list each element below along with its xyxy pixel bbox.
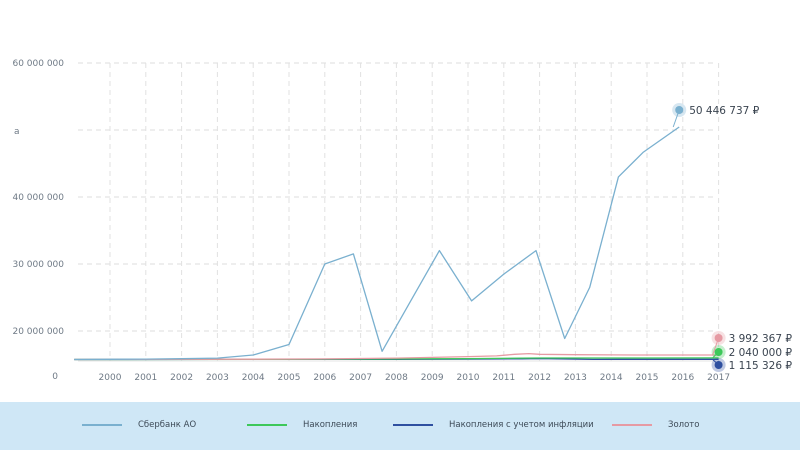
x-tick-label: 2000: [99, 373, 122, 383]
x-tick-label: 2015: [636, 373, 659, 383]
y-tick-label: 60 000 000: [12, 59, 64, 69]
series-end-labels: 50 446 737 ₽ 2 040 000 ₽1 115 326 ₽ 3 992 …: [689, 105, 792, 372]
legend-label-gold: Золото: [668, 420, 700, 430]
x-axis-ticks: 2000 2001 2002 2003 2004 2005 2006 2007 2008 2009…: [99, 373, 731, 383]
x-tick-label: 2004: [242, 373, 265, 383]
legend-swatch-gold: [612, 424, 652, 426]
x-tick-label: 2017: [707, 373, 730, 383]
legend-swatch-savings: [247, 424, 287, 426]
x-tick-label: 2013: [564, 373, 587, 383]
x-tick-label: 2009: [421, 373, 444, 383]
line-chart: 0 20 000 000 30 000 000 40 000 000 60 000 00…: [12, 59, 792, 383]
series-end-markers: [672, 103, 726, 372]
series-end-label: 2 040 000 ₽: [729, 347, 793, 359]
y-tick-label: 30 000 000: [12, 260, 64, 270]
x-tick-label: 2007: [349, 373, 372, 383]
chart-legend: Сбербанк АО Накопления Накопления с учет…: [0, 402, 800, 450]
series-end-label: 3 992 367 ₽: [729, 333, 793, 345]
series-end-marker: [714, 348, 723, 356]
x-tick-label: 2005: [278, 373, 301, 383]
legend-label-savings-inflation: Накопления с учетом инфляции: [449, 420, 594, 430]
series-end-marker: [714, 334, 723, 342]
series-end-marker: [714, 361, 723, 369]
y-tick-label: 0: [52, 372, 58, 382]
x-tick-label: 2016: [671, 373, 694, 383]
chart-grid: [78, 62, 720, 362]
legend-item-gold[interactable]: Золото: [612, 418, 699, 432]
x-tick-label: 2002: [170, 373, 193, 383]
series-end-marker: [675, 106, 684, 114]
x-tick-label: 2001: [134, 373, 157, 383]
legend-item-sberbank[interactable]: Сбербанк АО: [82, 418, 196, 432]
legend-swatch-savings-inflation: [393, 424, 433, 426]
x-tick-label: 2011: [492, 373, 515, 383]
y-axis-label: а: [14, 127, 20, 137]
y-tick-label: 20 000 000: [12, 327, 64, 337]
y-tick-label: 40 000 000: [12, 193, 64, 203]
x-tick-label: 2014: [600, 373, 623, 383]
series-lines: [74, 126, 719, 361]
legend-swatch-sberbank: [82, 424, 122, 426]
series-end-label: 50 446 737 ₽: [689, 105, 759, 117]
x-tick-label: 2008: [385, 373, 408, 383]
legend-item-savings[interactable]: Накопления: [247, 418, 357, 432]
x-tick-label: 2003: [206, 373, 229, 383]
x-tick-label: 2012: [528, 373, 551, 383]
x-tick-label: 2006: [313, 373, 336, 383]
y-axis-ticks: 0 20 000 000 30 000 000 40 000 000 60 000 00…: [12, 59, 64, 382]
series-end-label: 1 115 326 ₽: [729, 360, 793, 372]
x-tick-label: 2010: [457, 373, 480, 383]
legend-item-savings-inflation[interactable]: Накопления с учетом инфляции: [393, 418, 594, 432]
legend-label-sberbank: Сбербанк АО: [138, 420, 197, 430]
series-line: [74, 352, 719, 361]
legend-label-savings: Накопления: [303, 420, 358, 430]
series-line: [74, 126, 680, 361]
